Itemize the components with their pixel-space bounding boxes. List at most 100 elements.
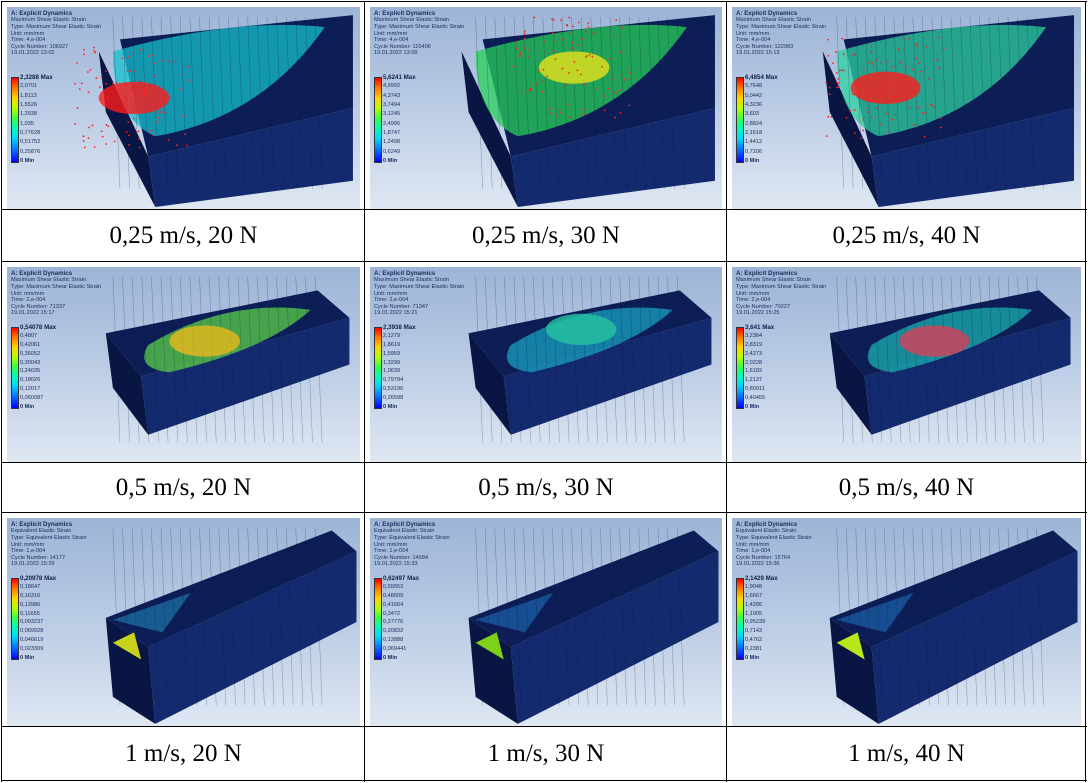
block-front-face: [510, 108, 715, 207]
info-line: Equivalent Elastic Strain: [736, 528, 797, 535]
legend-max-label: 0,20978 Max: [20, 575, 57, 582]
info-line: Time: 1,e-004: [374, 548, 409, 555]
legend-tick-label: 0,093237: [20, 619, 44, 626]
info-line: Equivalent Elastic Strain: [11, 528, 72, 535]
info-line: Time: 1,e-004: [11, 548, 46, 555]
info-line: 19.01.2022 15:13: [736, 50, 780, 57]
result-cell: A: Explicit Dynamics Equivalent Elastic S…: [365, 513, 727, 781]
legend-tick-label: 0,3472: [383, 610, 401, 617]
legend-tick-label: 0,060087: [20, 395, 44, 402]
result-info: A: Explicit Dynamics Maximum Shear Elasti…: [374, 10, 464, 57]
info-line: Equivalent Elastic Strain: [374, 528, 435, 535]
legend-max-label: 0,54078 Max: [20, 324, 57, 331]
result-info: A: Explicit Dynamics Maximum Shear Elasti…: [736, 270, 826, 317]
info-line: Maximum Shear Elastic Strain: [736, 17, 811, 24]
legend-max-label: 2,3288 Max: [20, 74, 53, 81]
mesh-lines: [112, 276, 323, 443]
table-horizontal-border: [1, 1, 1087, 2]
legend-tick-label: 3,7494: [383, 102, 401, 108]
strain-hotspot: [112, 632, 142, 660]
result-info: A: Explicit Dynamics Maximum Shear Elasti…: [11, 270, 101, 317]
info-line: 19.01.2022 15:25: [736, 310, 780, 317]
legend-tick-label: 4,3743: [383, 92, 401, 99]
legend-tick-label: 4,9992: [383, 83, 401, 90]
info-line: Type: Equivalent Elastic Strain: [736, 534, 812, 541]
info-line: Unit: mm/mm: [736, 541, 770, 548]
mesh-lines: [836, 276, 1044, 443]
block-front-face: [141, 317, 350, 435]
info-line: Cycle Number: 71347: [374, 303, 429, 310]
legend-tick-label: 1,5959: [383, 350, 401, 357]
legend-tick-label: 0,55553: [383, 583, 404, 590]
analysis-title: A: Explicit Dynamics: [736, 521, 798, 528]
legend-tick-label: 1,9048: [745, 583, 763, 590]
strain-hotspot: [98, 81, 170, 115]
simulation-render: A: Explicit Dynamics Equivalent Elastic S…: [732, 518, 1081, 726]
legend-tick-label: 0,069441: [383, 646, 407, 653]
strain-block-render: [461, 15, 715, 207]
result-caption: 0,25 m/s, 40 N: [832, 222, 981, 249]
info-line: Time: 2,e-004: [11, 297, 46, 304]
legend-tick-label: 0,42061: [20, 341, 41, 348]
result-cell: A: Explicit Dynamics Equivalent Elastic S…: [2, 513, 365, 781]
simulation-render: A: Explicit Dynamics Maximum Shear Elasti…: [370, 267, 722, 462]
strain-hotspot: [850, 71, 921, 104]
legend-tick-label: 0,4807: [20, 332, 38, 339]
info-line: Maximum Shear Elastic Strain: [11, 17, 86, 24]
particle-spray: [513, 16, 632, 119]
mesh-lines: [475, 17, 685, 189]
legend-max-label: 2,1429 Max: [745, 575, 778, 582]
info-line: Unit: mm/mm: [374, 30, 408, 37]
info-line: Type: Maximum Shear Elastic Strain: [11, 283, 102, 290]
legend-tick-label: 0,40455: [745, 395, 766, 402]
legend-tick-label: 0,6249: [383, 148, 401, 155]
block-front-face: [148, 551, 357, 724]
info-line: Type: Maximum Shear Elastic Strain: [374, 23, 465, 30]
legend-tick-label: 1,035: [20, 120, 34, 127]
block-front-face: [864, 317, 1071, 435]
info-line: Maximum Shear Elastic Strain: [11, 277, 86, 284]
legend-color-bar: [11, 77, 19, 163]
caption-separator: [1, 726, 1087, 727]
result-cell: A: Explicit Dynamics Maximum Shear Elasti…: [2, 2, 365, 262]
legend-tick-label: 1,8747: [383, 130, 401, 136]
strain-block-render: [822, 15, 1075, 207]
strain-hotspot: [836, 632, 865, 660]
info-line: Type: Maximum Shear Elastic Strain: [736, 283, 827, 290]
legend-tick-label: 0,13888: [383, 637, 404, 644]
legend-tick-label: 0,18647: [20, 583, 41, 590]
legend-tick-label: 1,6667: [745, 592, 763, 599]
legend-tick-label: 0,79794: [383, 377, 404, 384]
legend-tick-label: 0,27776: [383, 619, 404, 626]
legend-tick-label: 1,2938: [20, 111, 38, 118]
legend-tick-label: 0,95239: [745, 619, 766, 626]
legend-tick-label: 0,26598: [383, 395, 404, 402]
strain-hotspot: [899, 325, 970, 357]
strain-hotspot: [538, 51, 610, 84]
legend-tick-label: 2,0701: [20, 83, 38, 90]
result-info: A: Explicit Dynamics Maximum Shear Elasti…: [736, 10, 826, 57]
block-front-face: [148, 108, 353, 207]
legend-max-label: 0,62497 Max: [383, 575, 420, 582]
result-info: A: Explicit Dynamics Equivalent Elastic S…: [11, 521, 87, 568]
mesh-lines: [475, 276, 685, 443]
info-line: Maximum Shear Elastic Strain: [736, 277, 811, 284]
legend-tick-label: 4,3236: [745, 102, 763, 108]
info-line: Unit: mm/mm: [11, 290, 45, 297]
table-vertical-border: [364, 1, 365, 782]
legend-tick-label: 2,1618: [745, 130, 763, 136]
legend-min-label: 0 Min: [383, 404, 398, 410]
strain-hotspot: [546, 313, 617, 345]
legend-tick-label: 1,0639: [383, 368, 401, 375]
strain-block-render: [468, 276, 712, 443]
legend-tick-label: 2,1279: [383, 332, 401, 339]
legend-color-bar: [374, 578, 382, 660]
table-horizontal-border: [1, 780, 1087, 781]
analysis-title: A: Explicit Dynamics: [11, 270, 73, 277]
info-line: Cycle Number: 14177: [11, 554, 66, 561]
legend-tick-label: 0,24035: [20, 368, 41, 375]
legend-tick-label: 0,2381: [745, 646, 763, 653]
legend-tick-label: 0,30043: [20, 359, 41, 366]
analysis-title: A: Explicit Dynamics: [374, 521, 436, 528]
legend-tick-label: 1,8113: [20, 92, 37, 99]
